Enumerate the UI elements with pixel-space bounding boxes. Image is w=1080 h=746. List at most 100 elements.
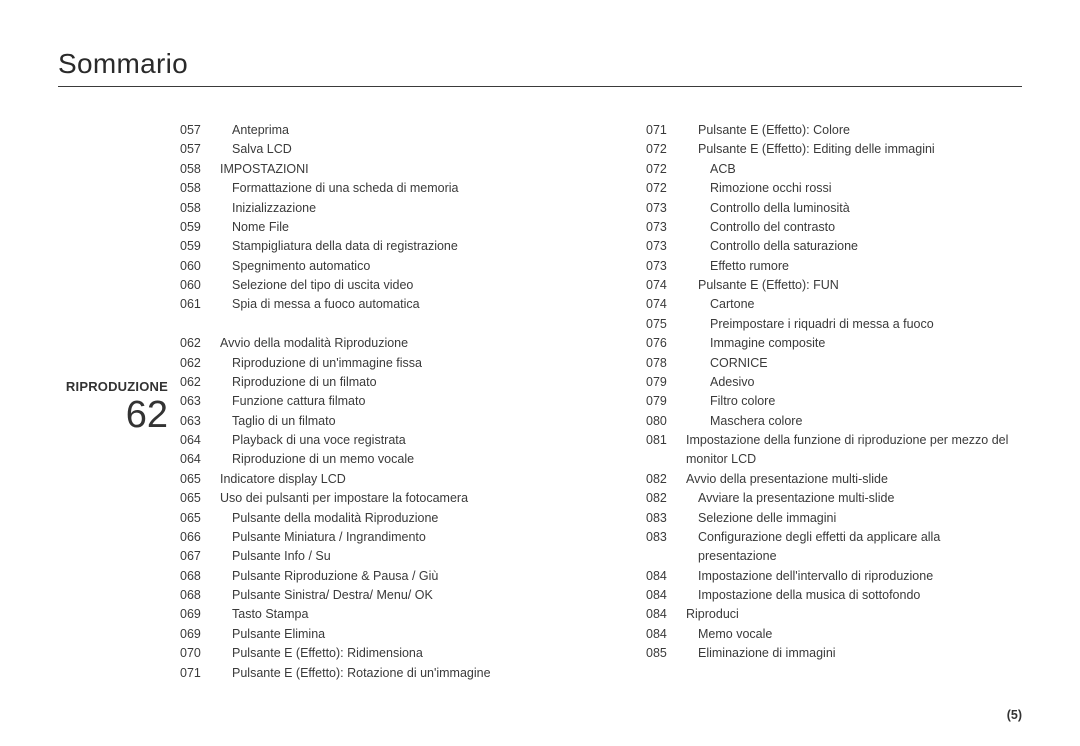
toc-page-number: 074 <box>646 276 686 295</box>
toc-entry-text: Pulsante E (Effetto): FUN <box>686 276 1022 295</box>
toc-column-right: 071Pulsante E (Effetto): Colore072Pulsan… <box>646 121 1022 664</box>
toc-page-number: 070 <box>180 644 220 663</box>
toc-row: 083Configurazione degli effetti da appli… <box>646 528 1022 567</box>
toc-row: 068Pulsante Riproduzione & Pausa / Giù <box>180 567 556 586</box>
toc-page-number: 058 <box>180 199 220 218</box>
section-start-page: 62 <box>58 396 168 434</box>
toc-row: 071Pulsante E (Effetto): Colore <box>646 121 1022 140</box>
toc-entry-text: Pulsante Elimina <box>220 625 556 644</box>
toc-page-number: 065 <box>180 509 220 528</box>
toc-row: 078CORNICE <box>646 354 1022 373</box>
toc-entry-text: Nome File <box>220 218 556 237</box>
toc-page-number: 069 <box>180 625 220 644</box>
toc-row: 073Controllo della saturazione <box>646 237 1022 256</box>
toc-page-number: 073 <box>646 237 686 256</box>
page-number-footer: (5) <box>1007 708 1022 722</box>
toc-row: 062Avvio della modalità Riproduzione <box>180 334 556 353</box>
toc-entry-text: Eliminazione di immagini <box>686 644 1022 663</box>
toc-page-number: 065 <box>180 489 220 508</box>
toc-entry-text: Preimpostare i riquadri di messa a fuoco <box>686 315 1022 334</box>
toc-page-number: 085 <box>646 644 686 663</box>
toc-entry-text: Immagine composite <box>686 334 1022 353</box>
toc-page-number: 064 <box>180 450 220 469</box>
toc-row: 063Funzione cattura filmato <box>180 392 556 411</box>
toc-entry-text: Maschera colore <box>686 412 1022 431</box>
toc-page-number: 060 <box>180 257 220 276</box>
toc-page-number: 067 <box>180 547 220 566</box>
toc-entry-text: Avvio della modalità Riproduzione <box>220 334 556 353</box>
page-title: Sommario <box>58 48 1022 87</box>
toc-entry-text: Pulsante Miniatura / Ingrandimento <box>220 528 556 547</box>
toc-entry-text: Pulsante della modalità Riproduzione <box>220 509 556 528</box>
toc-page-number: 061 <box>180 295 220 314</box>
toc-page-number: 071 <box>180 664 220 683</box>
toc-entry-text: Controllo della saturazione <box>686 237 1022 256</box>
toc-row: 079Filtro colore <box>646 392 1022 411</box>
toc-entry-text: Pulsante E (Effetto): Editing delle imma… <box>686 140 1022 159</box>
toc-entry-text: Funzione cattura filmato <box>220 392 556 411</box>
toc-row: 065Uso dei pulsanti per impostare la fot… <box>180 489 556 508</box>
toc-page-number: 081 <box>646 431 686 450</box>
toc-page-number: 065 <box>180 470 220 489</box>
section-label-column: RIPRODUZIONE 62 <box>58 121 180 434</box>
toc-page-number: 059 <box>180 237 220 256</box>
toc-row: 072ACB <box>646 160 1022 179</box>
toc-entry-text: Inizializzazione <box>220 199 556 218</box>
toc-row: 081Impostazione della funzione di riprod… <box>646 431 1022 470</box>
toc-page-number: 080 <box>646 412 686 431</box>
toc-row: 071Pulsante E (Effetto): Rotazione di un… <box>180 664 556 683</box>
toc-page-number: 073 <box>646 199 686 218</box>
toc-entry-text: Impostazione della funzione di riproduzi… <box>686 431 1022 470</box>
toc-page-number: 064 <box>180 431 220 450</box>
toc-page-number: 074 <box>646 295 686 314</box>
toc-page-number: 062 <box>180 373 220 392</box>
toc-row: 085Eliminazione di immagini <box>646 644 1022 663</box>
toc-row: 069Tasto Stampa <box>180 605 556 624</box>
toc-page-number: 062 <box>180 334 220 353</box>
section-name: RIPRODUZIONE <box>58 379 168 394</box>
toc-row <box>180 315 556 334</box>
toc-page-number: 068 <box>180 586 220 605</box>
toc-page-number: 063 <box>180 392 220 411</box>
toc-row: 072Rimozione occhi rossi <box>646 179 1022 198</box>
toc-row: 084Impostazione della musica di sottofon… <box>646 586 1022 605</box>
toc-entry-text: Riproduzione di un filmato <box>220 373 556 392</box>
toc-page-number: 057 <box>180 121 220 140</box>
toc-entry-text: ACB <box>686 160 1022 179</box>
toc-entry-text: Pulsante E (Effetto): Rotazione di un'im… <box>220 664 556 683</box>
toc-row: 073Controllo del contrasto <box>646 218 1022 237</box>
toc-row: 058IMPOSTAZIONI <box>180 160 556 179</box>
toc-page-number: 079 <box>646 392 686 411</box>
toc-row: 062Riproduzione di un filmato <box>180 373 556 392</box>
toc-entry-text: Pulsante Riproduzione & Pausa / Giù <box>220 567 556 586</box>
toc-page-number: 066 <box>180 528 220 547</box>
toc-row: 065Indicatore display LCD <box>180 470 556 489</box>
toc-page-number: 083 <box>646 509 686 528</box>
toc-row: 060Selezione del tipo di uscita video <box>180 276 556 295</box>
toc-entry-text: Memo vocale <box>686 625 1022 644</box>
toc-page-number: 062 <box>180 354 220 373</box>
toc-row: 061Spia di messa a fuoco automatica <box>180 295 556 314</box>
toc-page-number: 069 <box>180 605 220 624</box>
toc-entry-text: Effetto rumore <box>686 257 1022 276</box>
toc-row: 073Controllo della luminosità <box>646 199 1022 218</box>
toc-entry-text: Riproduzione di un'immagine fissa <box>220 354 556 373</box>
toc-entry-text: Riproduzione di un memo vocale <box>220 450 556 469</box>
toc-page-number: 060 <box>180 276 220 295</box>
toc-row: 079Adesivo <box>646 373 1022 392</box>
toc-entry-text: Pulsante Info / Su <box>220 547 556 566</box>
toc-page-number: 058 <box>180 179 220 198</box>
toc-entry-text: Rimozione occhi rossi <box>686 179 1022 198</box>
toc-entry-text: Taglio di un filmato <box>220 412 556 431</box>
toc-page-number: 063 <box>180 412 220 431</box>
toc-entry-text: Tasto Stampa <box>220 605 556 624</box>
toc-row: 083Selezione delle immagini <box>646 509 1022 528</box>
toc-page-number: 057 <box>180 140 220 159</box>
toc-row: 058Inizializzazione <box>180 199 556 218</box>
toc-entry-text: Configurazione degli effetti da applicar… <box>686 528 1022 567</box>
toc-row: 057Anteprima <box>180 121 556 140</box>
toc-body: RIPRODUZIONE 62 057Anteprima057Salva LCD… <box>58 121 1022 683</box>
toc-page-number: 084 <box>646 586 686 605</box>
toc-row: 080Maschera colore <box>646 412 1022 431</box>
toc-column-left: 057Anteprima057Salva LCD058IMPOSTAZIONI0… <box>180 121 556 683</box>
